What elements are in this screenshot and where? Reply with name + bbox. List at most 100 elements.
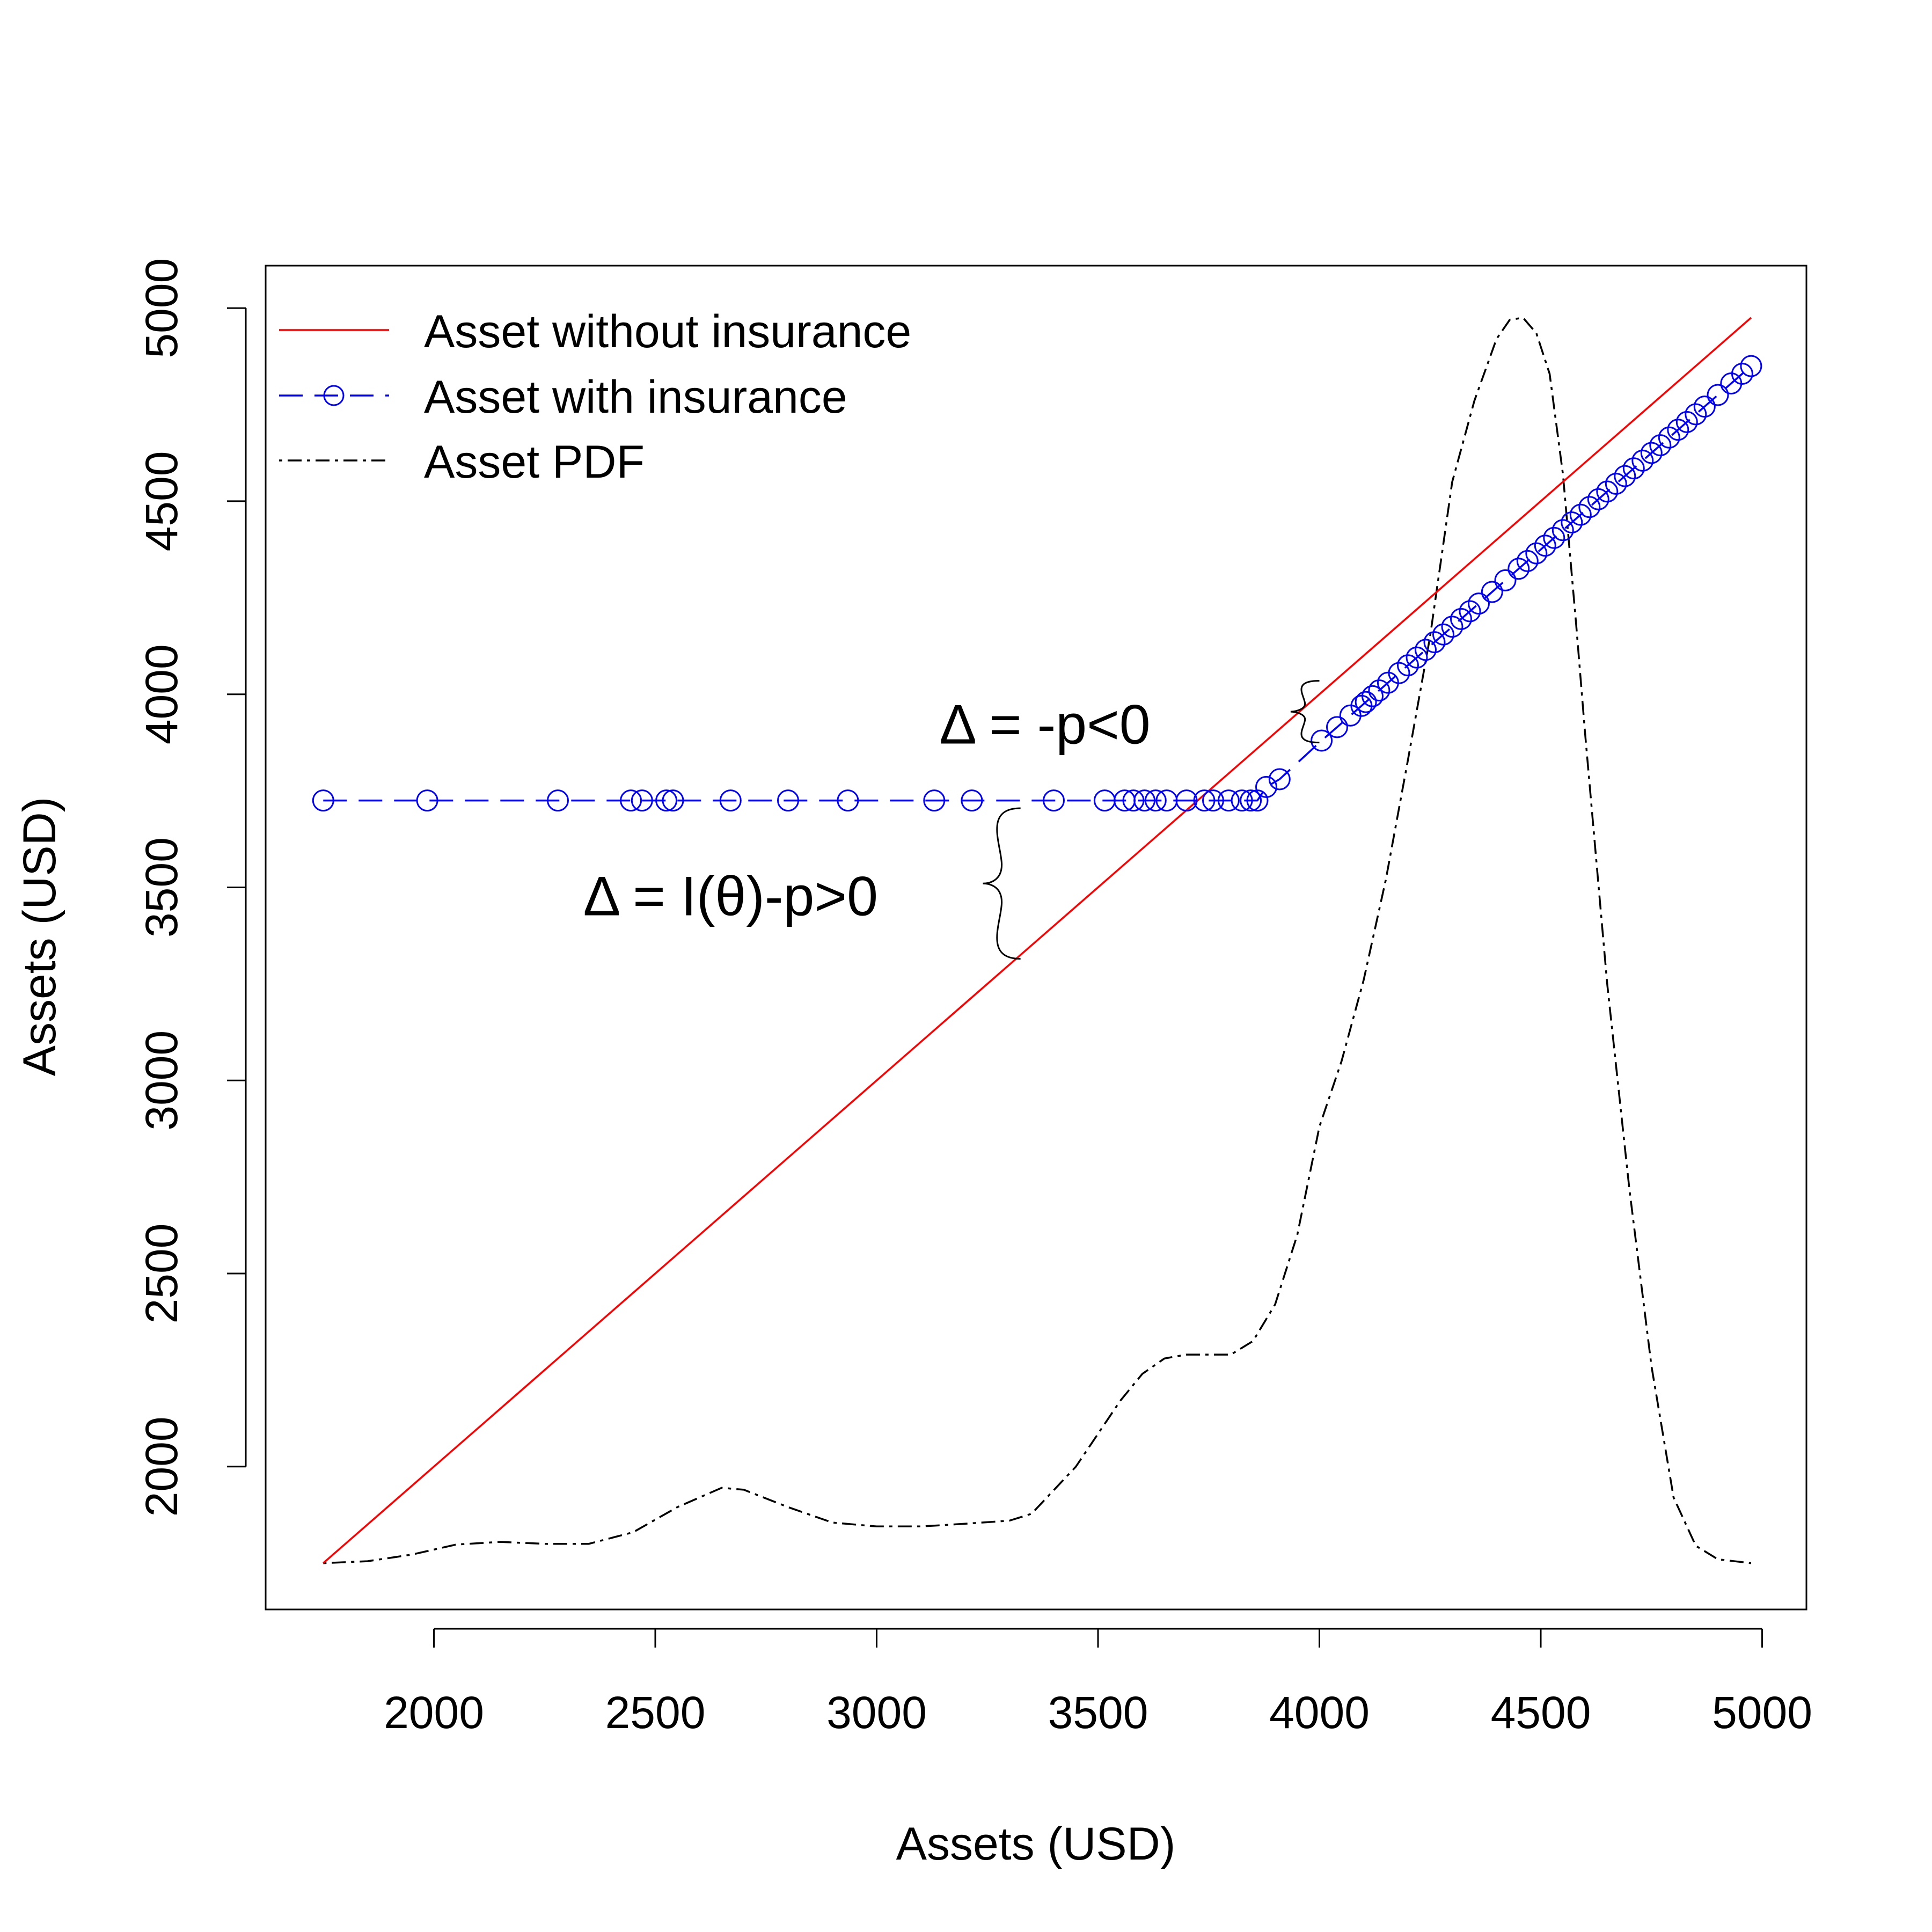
y-axis: 2000 2500 3000 3500 4000 4500 5000 (136, 258, 247, 1517)
data-point (1507, 558, 1530, 580)
legend: Asset without insurance Asset with insur… (279, 306, 911, 488)
data-point (631, 789, 653, 812)
data-point (1640, 442, 1663, 464)
legend-marker-with-insurance (323, 385, 345, 406)
series-line-2 (323, 317, 1752, 1564)
data-point (1193, 789, 1216, 812)
y-tick-label: 4500 (136, 451, 187, 551)
data-point (1731, 363, 1753, 385)
x-tick-label: 4000 (1269, 1687, 1370, 1738)
data-point (1614, 465, 1636, 487)
data-point (1667, 419, 1689, 441)
data-point (1432, 623, 1454, 646)
data-point (719, 789, 742, 812)
data-point (1685, 403, 1707, 426)
x-tick-label: 5000 (1712, 1687, 1812, 1738)
brace-negative-delta (1290, 680, 1320, 744)
data-point (1311, 729, 1333, 752)
y-tick-label: 3000 (136, 1030, 187, 1131)
data-point (1175, 789, 1198, 812)
brace-positive-delta (983, 807, 1021, 960)
data-point (1231, 789, 1253, 812)
x-tick-label: 3500 (1048, 1687, 1148, 1738)
data-point (1202, 789, 1224, 812)
series-line-0 (323, 317, 1752, 1564)
x-axis-title: Assets (USD) (896, 1818, 1176, 1870)
data-point (1268, 768, 1291, 791)
data-point (312, 789, 334, 812)
data-point (1631, 449, 1654, 472)
data-point (1596, 480, 1619, 503)
x-axis: 2000 2500 3000 3500 4000 4500 5000 (384, 1628, 1812, 1738)
annotation-negative-delta: Δ = -p<0 (939, 693, 1150, 756)
data-point (1397, 654, 1419, 677)
legend-label-pdf: Asset PDF (424, 436, 645, 488)
data-point (961, 789, 983, 812)
data-point (620, 789, 642, 812)
data-point (1423, 631, 1446, 654)
y-tick-label: 2500 (136, 1224, 187, 1324)
data-point (1450, 608, 1472, 630)
data-point (1415, 639, 1437, 661)
x-tick-label: 2000 (384, 1687, 484, 1738)
y-tick-label: 5000 (136, 258, 187, 358)
data-point (1658, 426, 1680, 449)
data-point (662, 789, 684, 812)
data-point (1543, 526, 1565, 549)
data-point (1468, 592, 1490, 615)
data-point (1240, 789, 1262, 812)
data-point (777, 789, 799, 812)
data-point (1355, 691, 1377, 713)
legend-label-with-insurance: Asset with insurance (424, 371, 847, 423)
x-tick-label: 3000 (826, 1687, 927, 1738)
data-point (1133, 789, 1156, 812)
data-point (1326, 716, 1348, 738)
data-point (1368, 679, 1391, 701)
data-point (1362, 685, 1384, 707)
data-point (1693, 396, 1716, 418)
data-point (1481, 581, 1503, 603)
red-line-layer (323, 317, 1752, 1564)
x-tick-label: 4500 (1491, 1687, 1591, 1738)
y-axis-title: Assets (USD) (14, 797, 65, 1077)
data-point (1388, 662, 1410, 684)
data-point (1516, 550, 1539, 572)
blue-series-layer (312, 355, 1762, 812)
data-point (1459, 600, 1481, 623)
data-point (1144, 789, 1167, 812)
y-tick-label: 3500 (136, 837, 187, 938)
data-point (1578, 496, 1601, 518)
data-point (1534, 535, 1556, 557)
data-point (1649, 434, 1672, 457)
data-point (1525, 542, 1548, 565)
brace-layer (983, 680, 1320, 960)
data-point (837, 789, 859, 812)
data-point (923, 789, 946, 812)
data-point (1552, 519, 1574, 541)
plot-frame (265, 265, 1807, 1611)
data-point (1122, 789, 1145, 812)
data-point (1441, 616, 1463, 638)
data-point (547, 789, 569, 812)
data-point (1561, 511, 1583, 533)
data-point (1740, 355, 1762, 377)
data-point (655, 789, 678, 812)
legend-label-without-insurance: Asset without insurance (424, 306, 911, 357)
data-point (1569, 503, 1592, 526)
data-point (1587, 488, 1609, 510)
pdf-layer (323, 317, 1752, 1564)
data-point (1406, 646, 1428, 669)
data-point (1217, 789, 1240, 812)
y-tick-label: 4000 (136, 644, 187, 744)
data-point (416, 789, 438, 812)
x-tick-label: 2500 (605, 1687, 706, 1738)
data-point (1605, 473, 1627, 495)
annotation-positive-delta: Δ = I(θ)-p>0 (583, 865, 878, 927)
data-point (1622, 457, 1645, 480)
y-tick-label: 2000 (136, 1416, 187, 1517)
data-point (1255, 775, 1277, 798)
data-point (1675, 411, 1698, 433)
data-point (1043, 789, 1065, 812)
data-point (1707, 384, 1729, 406)
